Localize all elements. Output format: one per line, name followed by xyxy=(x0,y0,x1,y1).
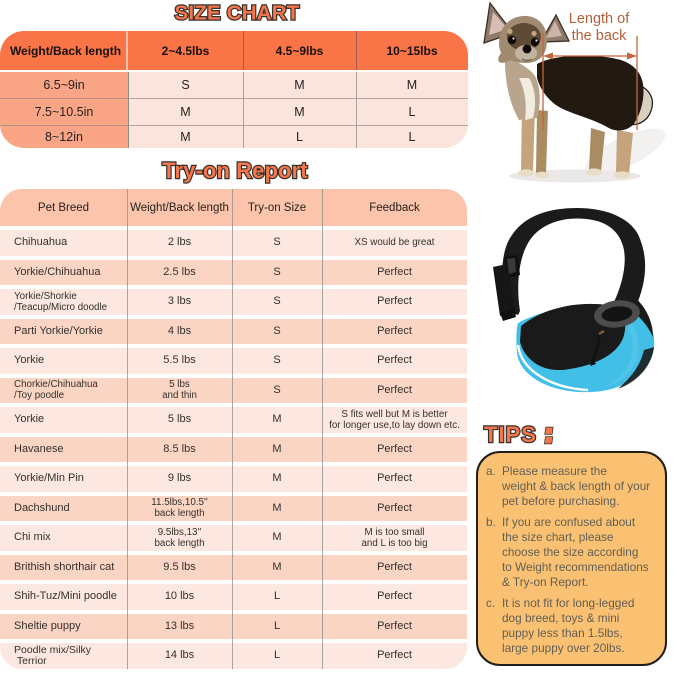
svg-text:Length of: Length of xyxy=(569,11,630,27)
svg-text:the back: the back xyxy=(572,28,628,44)
svg-text:SIZE CHART: SIZE CHART xyxy=(175,2,300,25)
svg-text:TIPS: TIPS xyxy=(484,422,537,447)
svg-text:Try-on Report: Try-on Report xyxy=(162,158,308,183)
